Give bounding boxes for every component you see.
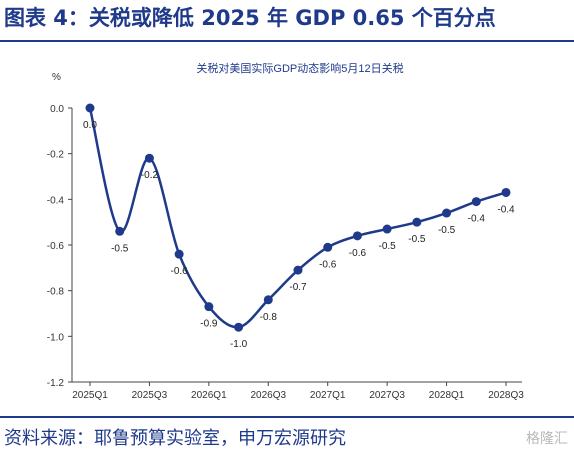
y-tick-label: -1.2 (47, 378, 65, 389)
data-label: -0.8 (260, 312, 278, 323)
data-point (323, 242, 333, 252)
x-tick-label: 2027Q1 (310, 390, 346, 401)
data-point (204, 302, 214, 312)
footer-rule (0, 416, 574, 418)
figure-title: 图表 4：关税或降低 2025 年 GDP 0.65 个百分点 (4, 6, 496, 30)
x-tick-label: 2028Q1 (429, 390, 465, 401)
x-tick-label: 2026Q3 (250, 390, 286, 401)
y-tick-label: 0.0 (50, 104, 64, 115)
y-tick-label: -0.2 (47, 150, 65, 161)
data-point (352, 231, 362, 241)
data-label: -0.9 (200, 319, 218, 330)
data-point (471, 197, 481, 207)
data-label-group: 0.0 -0.5 -0.2 -0.6 -0.9 -1.0 -0.8 -0.7 -0.6 -0.6 -… (83, 120, 515, 350)
x-tick-group: 2025Q1 2025Q3 2026Q1 2026Q3 2027Q1 2027Q3 2028… (72, 382, 524, 401)
data-label: -0.2 (141, 170, 159, 181)
data-label: -0.5 (379, 241, 397, 252)
y-tick-group: 0.0 -0.2 -0.4 -0.6 -0.8 -1.0 -1.2 (47, 104, 72, 389)
title-rule (0, 40, 574, 42)
data-point (501, 187, 511, 197)
data-label: -0.6 (349, 248, 367, 259)
data-point (442, 208, 452, 218)
x-tick-label: 2027Q3 (369, 390, 405, 401)
x-tick-label: 2025Q1 (72, 390, 108, 401)
data-label: -0.5 (408, 234, 426, 245)
data-label: -0.7 (289, 282, 307, 293)
data-point (144, 153, 154, 163)
x-tick-label: 2025Q3 (132, 390, 168, 401)
data-point (234, 322, 244, 332)
watermark: 格隆汇 (526, 431, 568, 447)
data-label: -0.5 (438, 225, 456, 236)
data-point (263, 295, 273, 305)
data-label: -0.6 (171, 266, 189, 277)
data-point (412, 217, 422, 227)
x-tick-label: 2028Q3 (488, 390, 524, 401)
data-label: -0.4 (497, 204, 515, 215)
y-tick-label: -1.0 (47, 332, 65, 343)
data-point (85, 103, 95, 113)
data-label: 0.0 (83, 120, 97, 131)
y-tick-label: -0.6 (47, 241, 65, 252)
data-label: -1.0 (230, 339, 248, 350)
series-line (88, 107, 507, 329)
data-label: -0.6 (319, 259, 337, 270)
y-axis-unit: % (52, 72, 61, 83)
data-label: -0.5 (111, 243, 129, 254)
data-point (382, 224, 392, 234)
chart-title: 关税对美国实际GDP动态影响5月12日关税 (196, 61, 403, 75)
source-note: 资料来源：耶鲁预算实验室，申万宏源研究 (4, 428, 346, 449)
data-point (115, 226, 125, 236)
y-tick-label: -0.8 (47, 287, 65, 298)
line-chart: 关税对美国实际GDP动态影响5月12日关税 % 0.0 -0.2 -0.4 -0.6 -… (47, 61, 524, 401)
y-tick-label: -0.4 (47, 195, 65, 206)
data-label: -0.4 (468, 214, 486, 225)
x-tick-label: 2026Q1 (191, 390, 227, 401)
data-point (293, 265, 303, 275)
data-point (174, 249, 184, 259)
data-point-group (85, 103, 511, 332)
